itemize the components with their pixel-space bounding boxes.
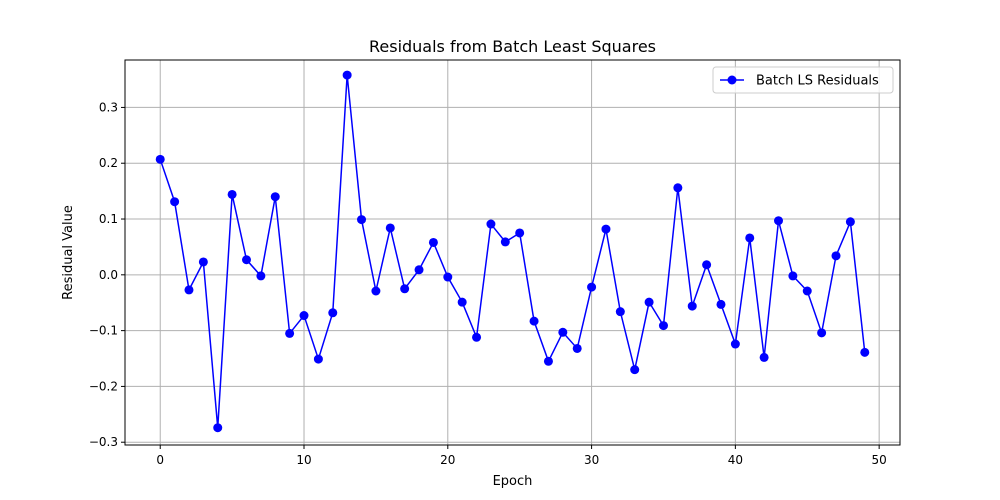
data-point [472,332,482,342]
data-point [385,223,395,233]
y-tick-label: 0.3 [99,100,118,114]
data-point [256,271,266,281]
x-tick-label: 10 [296,453,311,467]
data-point [241,255,251,265]
series-line-layer [159,74,866,428]
data-point [371,286,381,296]
data-point [788,271,798,281]
data-point [630,365,640,375]
x-tick-label: 20 [440,453,455,467]
data-point [313,354,323,364]
data-point [299,311,309,321]
data-point [845,217,855,227]
y-tick-label: −0.2 [89,379,118,393]
data-point [601,224,611,234]
data-point [227,189,237,199]
legend: Batch LS Residuals [712,66,894,94]
x-tick-label: 30 [584,453,599,467]
x-tick-label: 40 [728,453,743,467]
data-point [615,307,625,317]
data-point [658,321,668,331]
data-point [716,299,726,309]
data-point-layer [155,70,870,433]
data-point [515,228,525,238]
data-point [687,301,697,311]
data-point [357,215,367,225]
data-point [774,216,784,226]
data-point [486,219,496,229]
y-tick-label: −0.3 [89,435,118,449]
data-point [457,297,467,307]
y-tick-label: 0.2 [99,156,118,170]
legend-box [712,66,894,94]
y-tick-label: 0.1 [99,212,118,226]
data-point [500,237,510,247]
data-point [428,237,438,247]
data-point [673,183,683,193]
x-tick-label: 50 [872,453,887,467]
data-point [759,352,769,362]
data-point [860,347,870,357]
legend-marker-swatch [727,75,737,85]
data-point [270,192,280,202]
data-point [414,265,424,275]
legend-label: Batch LS Residuals [756,74,879,89]
data-point [285,328,295,338]
data-point [702,260,712,270]
grid-layer [125,60,900,445]
data-point [572,343,582,353]
y-tick-label: 0.0 [99,268,118,282]
data-point [587,282,597,292]
data-point [817,328,827,338]
data-point [342,70,352,80]
data-point [184,285,194,295]
data-point [745,233,755,243]
data-point [529,316,539,326]
data-point [328,308,338,318]
data-point [831,251,841,261]
chart-title: Residuals from Batch Least Squares [369,37,656,56]
data-point [730,339,740,349]
plot-frame [124,59,901,446]
data-point [400,284,410,294]
data-point [155,154,165,164]
x-axis-label: Epoch [493,474,533,489]
y-tick-label: −0.1 [89,324,118,338]
tick-layer: 0 10 20 30 40 50 −0.3 −0.2 −0.1 0.0 0.1 0.2 0.3 [89,100,887,467]
y-axis-label: Residual Value [61,205,76,300]
data-point [558,327,568,337]
data-point [644,297,654,307]
data-point [543,356,553,366]
data-point [170,197,180,207]
data-point [802,286,812,296]
x-tick-label: 0 [156,453,164,467]
data-point [213,423,223,433]
data-point [198,257,208,267]
series-line [159,74,866,428]
data-point [443,272,453,282]
